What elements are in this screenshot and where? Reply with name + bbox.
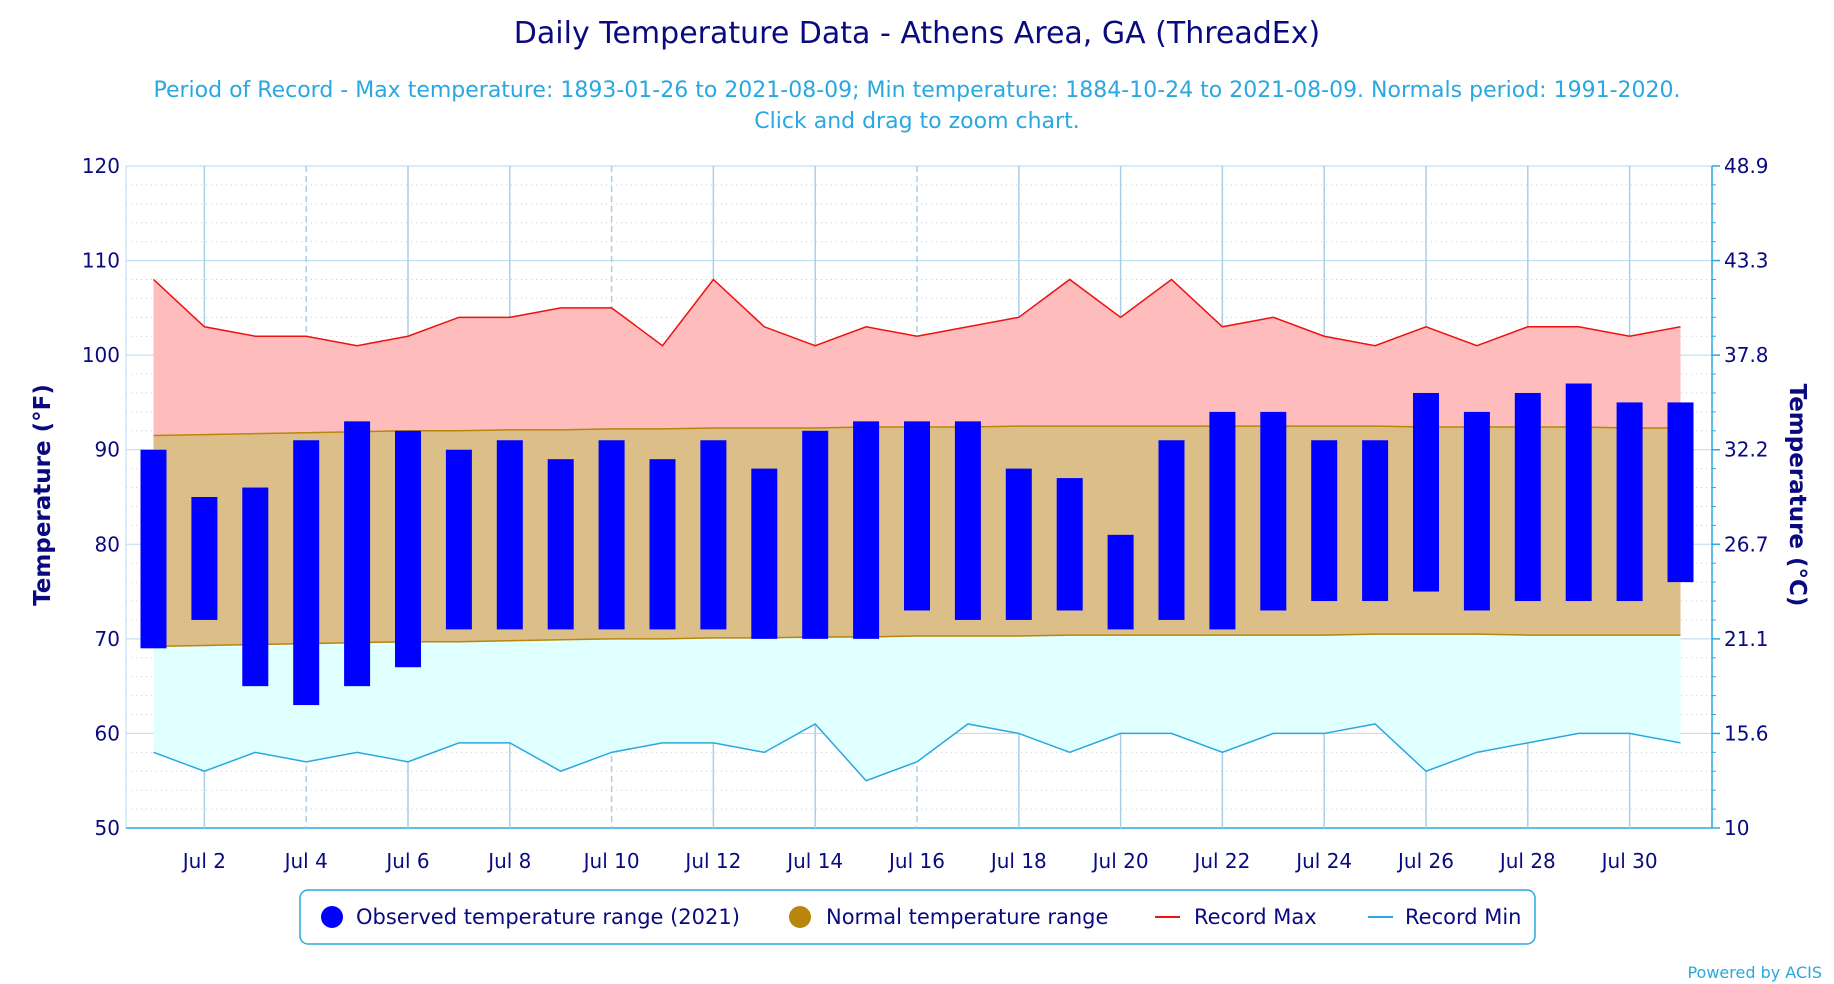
observed-range-bar[interactable] bbox=[1565, 383, 1592, 602]
observed-range-bar[interactable] bbox=[191, 497, 218, 620]
legend-normal-marker bbox=[789, 906, 811, 928]
record-max-line bbox=[152, 278, 1681, 347]
observed-range-bar[interactable] bbox=[802, 430, 829, 639]
legend: Observed temperature range (2021) Normal… bbox=[299, 889, 1536, 945]
observed-range-bar[interactable] bbox=[242, 487, 269, 687]
observed-range-bar[interactable] bbox=[293, 440, 320, 706]
observed-range-bar[interactable] bbox=[1005, 468, 1032, 620]
y-tick-label-left: 110 bbox=[82, 249, 120, 273]
y-axis-title-right: Temperature (°C) bbox=[1784, 384, 1810, 607]
x-tick-label: Jul 14 bbox=[785, 849, 843, 873]
legend-normal-label: Normal temperature range bbox=[826, 905, 1108, 929]
legend-item-observed[interactable]: Observed temperature range (2021) bbox=[321, 905, 740, 929]
x-tick-label: Jul 30 bbox=[1600, 849, 1658, 873]
observed-range-bar[interactable] bbox=[598, 440, 625, 630]
y-tick-label-left: 70 bbox=[95, 627, 120, 651]
observed-range-bar[interactable] bbox=[1616, 402, 1643, 602]
x-tick-label: Jul 26 bbox=[1396, 849, 1454, 873]
y-tick-label-left: 50 bbox=[95, 816, 120, 840]
y-tick-label-right: 26.7 bbox=[1724, 532, 1769, 556]
chart-subtitle: Period of Record - Max temperature: 1893… bbox=[153, 78, 1680, 103]
legend-box bbox=[299, 889, 1536, 945]
y-tick-label-left: 120 bbox=[82, 154, 120, 178]
record-min-line bbox=[153, 723, 1681, 782]
y-tick-label-right: 15.6 bbox=[1724, 721, 1769, 745]
y-tick-label-right: 21.1 bbox=[1724, 627, 1769, 651]
record-min-area bbox=[153, 634, 1681, 781]
observed-range-bar[interactable] bbox=[1463, 411, 1490, 611]
powered-by-link[interactable]: Powered by ACIS bbox=[1687, 963, 1822, 982]
y-tick-label-left: 60 bbox=[95, 721, 120, 745]
y-tick-label-right: 10 bbox=[1724, 816, 1749, 840]
observed-range-bar[interactable] bbox=[649, 459, 676, 630]
chart-subtitle-zoom-hint: Click and drag to zoom chart. bbox=[754, 109, 1079, 134]
observed-range-bar[interactable] bbox=[445, 449, 472, 630]
observed-range-bar[interactable] bbox=[700, 440, 727, 630]
y-tick-label-left: 80 bbox=[95, 532, 120, 556]
x-tick-label: Jul 28 bbox=[1498, 849, 1556, 873]
x-tick-label: Jul 8 bbox=[486, 849, 531, 873]
observed-range-bar[interactable] bbox=[1667, 402, 1694, 583]
y-tick-label-left: 90 bbox=[95, 438, 120, 462]
x-tick-label: Jul 16 bbox=[887, 849, 945, 873]
observed-range-bar[interactable] bbox=[1413, 392, 1439, 592]
record-max-area bbox=[153, 279, 1681, 436]
legend-item-normal[interactable]: Normal temperature range bbox=[789, 905, 1108, 929]
x-tick-label: Jul 24 bbox=[1294, 849, 1352, 873]
y-tick-label-right: 32.2 bbox=[1724, 438, 1769, 462]
x-tick-label: Jul 4 bbox=[283, 849, 328, 873]
observed-range-bar[interactable] bbox=[904, 421, 930, 611]
y-tick-label-right: 48.9 bbox=[1724, 154, 1769, 178]
x-tick-label: Jul 2 bbox=[181, 849, 226, 873]
chart-title: Daily Temperature Data - Athens Area, GA… bbox=[514, 16, 1320, 51]
observed-range-bar[interactable] bbox=[1209, 411, 1236, 630]
observed-range-bar[interactable] bbox=[954, 421, 981, 620]
x-tick-label: Jul 6 bbox=[384, 849, 429, 873]
y-tick-label-right: 43.3 bbox=[1724, 249, 1769, 273]
observed-range-bar[interactable] bbox=[751, 468, 778, 639]
legend-item-record-max[interactable]: Record Max bbox=[1155, 905, 1317, 929]
legend-item-record-min[interactable]: Record Min bbox=[1368, 905, 1522, 929]
observed-range-bar[interactable] bbox=[496, 440, 523, 630]
observed-range-bar[interactable] bbox=[140, 449, 167, 649]
record-lines bbox=[152, 278, 1681, 782]
legend-observed-label: Observed temperature range (2021) bbox=[356, 905, 740, 929]
y-tick-label-right: 37.8 bbox=[1724, 343, 1769, 367]
observed-range-bar[interactable] bbox=[1362, 440, 1389, 602]
x-tick-label: Jul 20 bbox=[1091, 849, 1149, 873]
x-tick-label: Jul 10 bbox=[582, 849, 640, 873]
x-tick-label: Jul 18 bbox=[989, 849, 1047, 873]
observed-range-bar[interactable] bbox=[1158, 440, 1185, 620]
x-tick-label: Jul 22 bbox=[1192, 849, 1250, 873]
observed-range-bar[interactable] bbox=[1311, 440, 1338, 602]
y-tick-label-left: 100 bbox=[82, 343, 120, 367]
observed-range-bar[interactable] bbox=[547, 459, 574, 630]
observed-range-bar[interactable] bbox=[1514, 392, 1541, 602]
y-axis-title-left: Temperature (°F) bbox=[30, 384, 56, 606]
axes: 50 60 70 80 90 100 110 120 10 15.6 21.1 26.7 32.2 37.… bbox=[82, 154, 1769, 873]
observed-range-bar[interactable] bbox=[1260, 411, 1287, 611]
observed-range-bar[interactable] bbox=[853, 421, 880, 639]
observed-range-bar[interactable] bbox=[344, 421, 371, 687]
observed-range-bar[interactable] bbox=[1056, 478, 1083, 611]
observed-bars[interactable] bbox=[140, 383, 1694, 706]
legend-record-min-label: Record Min bbox=[1405, 905, 1522, 929]
legend-record-max-label: Record Max bbox=[1194, 905, 1317, 929]
observed-range-bar[interactable] bbox=[1107, 534, 1134, 630]
observed-range-bar[interactable] bbox=[395, 430, 421, 668]
legend-observed-marker bbox=[321, 906, 343, 928]
x-tick-label: Jul 12 bbox=[683, 849, 741, 873]
